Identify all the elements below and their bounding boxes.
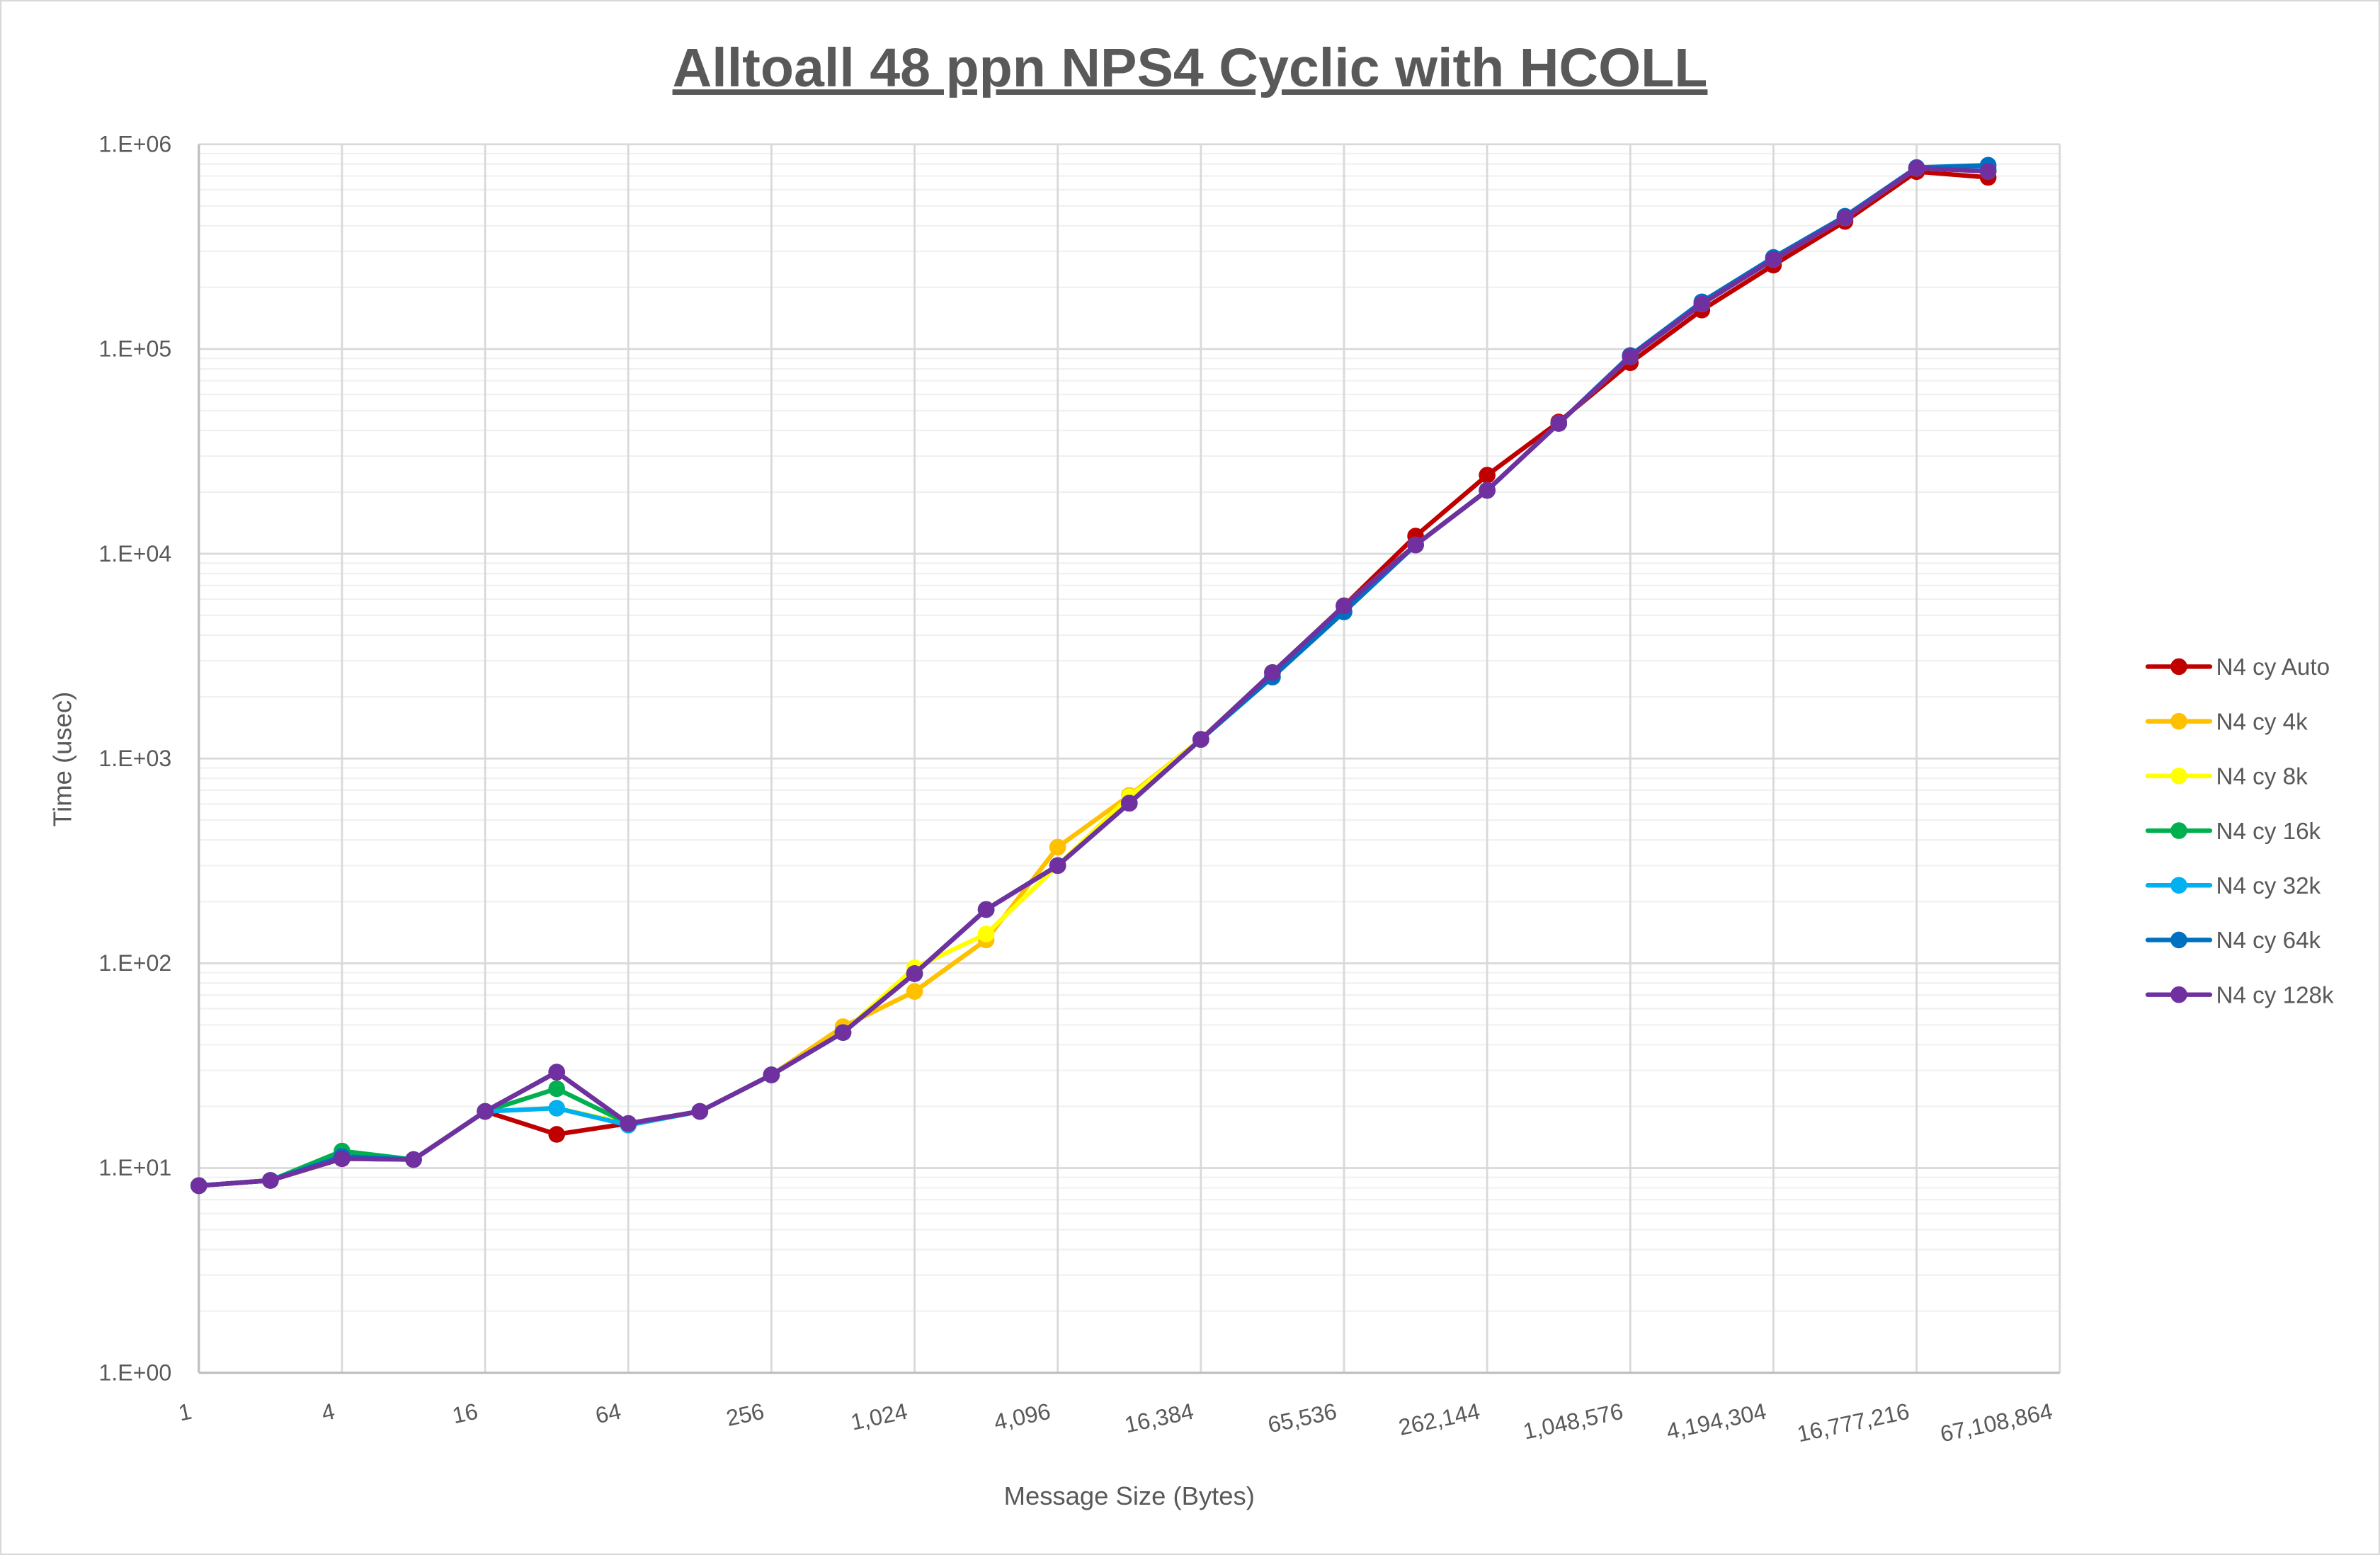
legend-label: N4 cy 16k [2216, 819, 2321, 845]
data-point [548, 1100, 565, 1117]
data-point [906, 965, 923, 982]
data-point [1622, 348, 1639, 365]
legend: N4 cy Auto N4 cy 4k N4 cy 8k N4 cy 16k N4 cy… [2145, 654, 2335, 1008]
data-point [1407, 536, 1424, 554]
data-point [548, 1126, 565, 1143]
legend-label: N4 cy 8k [2216, 764, 2308, 790]
legend-item: N4 cy Auto [2145, 654, 2330, 680]
y-tick-label: 1.E+04 [98, 541, 171, 566]
y-tick-label: 1.E+01 [98, 1155, 171, 1180]
legend-label: N4 cy 64k [2216, 928, 2321, 954]
data-point [1336, 597, 1353, 615]
legend-marker [2170, 712, 2187, 730]
data-point [1049, 838, 1066, 856]
data-point [477, 1103, 494, 1120]
legend-marker [2170, 658, 2187, 676]
legend-marker [2170, 822, 2187, 839]
x-tick-label: 64 [593, 1399, 623, 1429]
data-point [1264, 663, 1281, 681]
data-point [977, 901, 995, 918]
legend-label: N4 cy 32k [2216, 873, 2321, 899]
legend-item: N4 cy 16k [2145, 819, 2321, 845]
data-point [405, 1151, 422, 1168]
data-point [548, 1064, 565, 1081]
data-point [1049, 857, 1066, 875]
data-point [190, 1177, 207, 1195]
data-point [548, 1080, 565, 1098]
legend-marker [2170, 931, 2187, 949]
data-point [1479, 482, 1496, 499]
data-point [906, 983, 923, 1001]
legend-marker [2170, 768, 2187, 785]
legend-item: N4 cy 4k [2145, 709, 2308, 735]
y-axis-title: Time (usec) [48, 692, 77, 827]
data-point [1693, 295, 1711, 313]
data-point [334, 1150, 351, 1168]
legend-item: N4 cy 64k [2145, 928, 2321, 954]
x-tick-label: 16 [450, 1399, 480, 1429]
y-tick-label: 1.E+00 [98, 1360, 171, 1385]
y-tick-label: 1.E+02 [98, 950, 171, 976]
y-tick-label: 1.E+06 [98, 131, 171, 156]
series-line [198, 166, 1988, 1188]
data-point [1479, 467, 1496, 484]
legend-label: N4 cy 4k [2216, 709, 2308, 735]
y-tick-label: 1.E+05 [98, 336, 171, 362]
x-axis-title: Message Size (Bytes) [1004, 1481, 1255, 1510]
legend-item: N4 cy 128k [2145, 982, 2335, 1008]
legend-marker [2170, 877, 2187, 894]
series-n4-cy-128k [190, 159, 1997, 1195]
data-point [1192, 731, 1209, 748]
legend-marker [2170, 986, 2187, 1003]
legend-item: N4 cy 8k [2145, 764, 2308, 790]
data-point [1765, 251, 1782, 268]
y-tick-label: 1.E+03 [98, 746, 171, 771]
gridlines [198, 143, 2061, 1374]
data-point [1836, 209, 1854, 227]
data-point [1979, 163, 1997, 180]
data-point [262, 1172, 279, 1189]
data-point [1120, 794, 1138, 812]
data-point [977, 925, 995, 942]
data-point [763, 1066, 780, 1083]
legend-label: N4 cy Auto [2216, 654, 2330, 680]
data-point [834, 1024, 852, 1041]
chart-title: Alltoall 48 ppn NPS4 Cyclic with HCOLL [673, 38, 1708, 98]
data-point [1550, 415, 1567, 432]
legend-label: N4 cy 128k [2216, 982, 2335, 1008]
legend-item: N4 cy 32k [2145, 873, 2321, 899]
data-point [620, 1115, 637, 1132]
data-point [691, 1103, 709, 1120]
series-group [190, 156, 1997, 1195]
data-point [1908, 159, 1925, 177]
